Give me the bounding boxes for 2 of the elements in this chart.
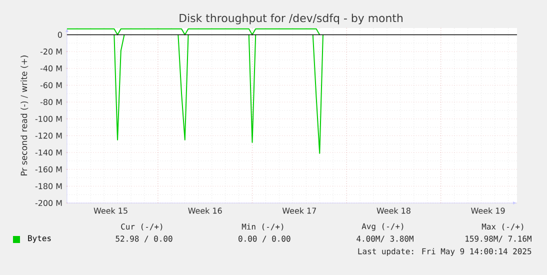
y-axis-title: Pr second read (-) / write (+) — [20, 56, 28, 176]
chart-title: Disk throughput for /dev/sdfq - by month — [180, 14, 402, 24]
